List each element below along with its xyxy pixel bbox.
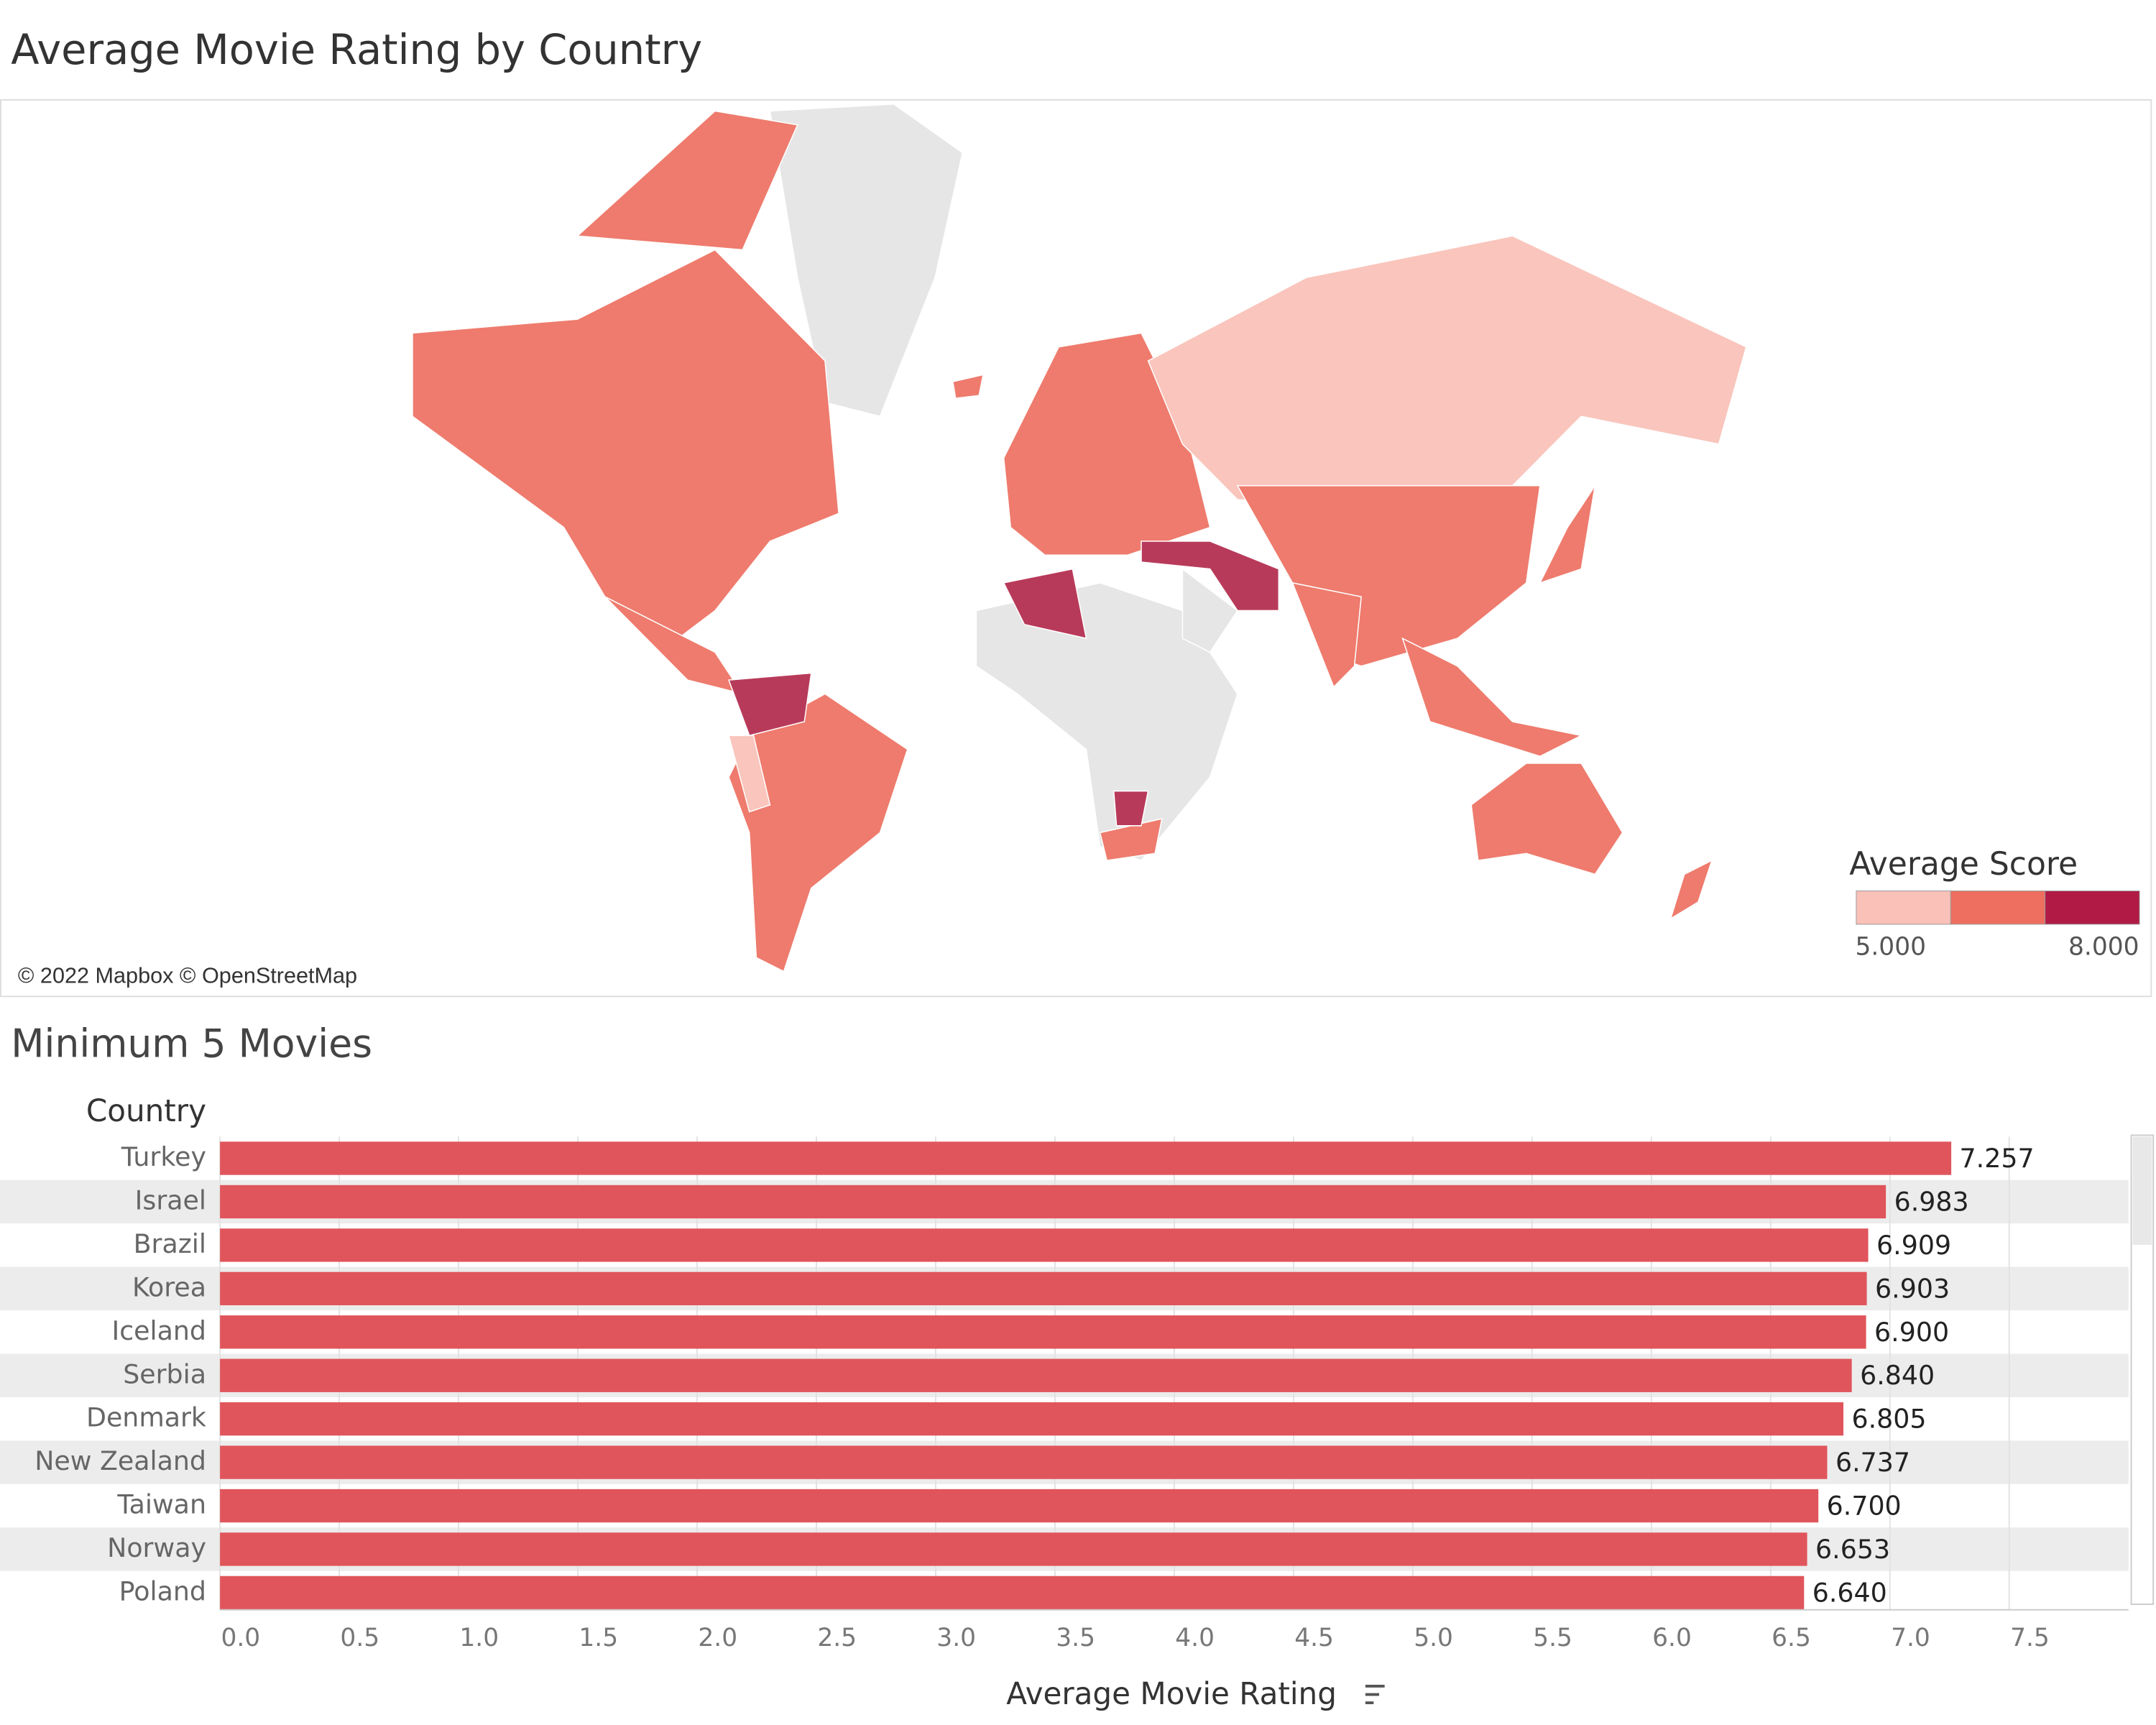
value-label: 6.900	[1874, 1317, 1949, 1348]
country	[1669, 859, 1713, 920]
map	[412, 104, 1747, 972]
country	[975, 582, 1238, 862]
bar	[220, 1532, 1807, 1566]
y-tick-label: Poland	[119, 1576, 206, 1606]
y-tick-label: New Zealand	[34, 1445, 206, 1476]
legend-swatch	[2045, 891, 2140, 925]
country	[1539, 485, 1596, 584]
y-axis-title: Country	[86, 1093, 206, 1128]
x-tick-label: 0.5	[340, 1624, 379, 1652]
country	[1003, 568, 1087, 640]
x-tick-label: 6.5	[1772, 1624, 1811, 1652]
legend-swatch	[1950, 891, 2046, 925]
y-tick-label: Taiwan	[116, 1489, 206, 1519]
x-tick-label: 3.5	[1056, 1624, 1095, 1652]
country	[1147, 235, 1747, 515]
country	[952, 374, 984, 399]
x-tick-label: 5.5	[1533, 1624, 1572, 1652]
y-tick-label: Korea	[132, 1271, 206, 1302]
country	[1003, 332, 1211, 556]
legend: 5.000 8.000	[1855, 891, 2140, 961]
country	[727, 672, 812, 737]
y-tick-label: Serbia	[123, 1358, 206, 1389]
country	[1291, 581, 1362, 689]
y-tick-label: Iceland	[111, 1315, 206, 1346]
x-tick-label: 2.5	[817, 1624, 857, 1652]
map-title: Average Movie Rating by Country	[11, 25, 702, 74]
x-tick-label: 4.5	[1294, 1624, 1334, 1652]
country	[1141, 540, 1280, 612]
x-tick-label: 7.5	[2010, 1624, 2050, 1652]
legend-title: Average Score	[1849, 846, 2078, 883]
x-tick-label: 7.0	[1891, 1624, 1930, 1652]
legend-tick-label: 8.000	[2068, 932, 2139, 961]
value-label: 6.700	[1827, 1490, 1902, 1521]
value-label: 7.257	[1960, 1143, 2035, 1174]
value-label: 6.737	[1835, 1447, 1910, 1478]
value-label: 6.805	[1852, 1403, 1927, 1434]
legend-swatch	[1856, 891, 1951, 925]
country	[576, 110, 798, 251]
country	[1112, 790, 1149, 827]
sort-icon	[1365, 1685, 1385, 1705]
value-label: 6.653	[1815, 1534, 1890, 1565]
bar	[220, 1576, 1805, 1610]
x-tick-label: 1.0	[459, 1624, 499, 1652]
bar-title: Minimum 5 Movies	[11, 1021, 372, 1066]
attribution: © 2022 Mapbox © OpenStreetMap	[18, 962, 357, 988]
x-tick-label: 3.0	[936, 1624, 976, 1652]
x-tick-label: 1.5	[579, 1624, 618, 1652]
attribution-box	[11, 962, 391, 993]
country	[1470, 763, 1623, 875]
bar-chart: 0.0 0.5 1.0 1.5 2.0 2.5 3.0 3.5 4.0 4.5 5.0 5.5 6.0 6…	[0, 1136, 2129, 1652]
bar	[220, 1489, 1819, 1523]
bar	[220, 1402, 1844, 1436]
y-tick-label: Denmark	[86, 1402, 207, 1433]
country	[1401, 637, 1583, 758]
country	[728, 735, 771, 813]
bar	[220, 1228, 1869, 1262]
bar	[220, 1315, 1866, 1349]
value-label: 6.840	[1860, 1360, 1935, 1391]
country	[728, 693, 908, 972]
x-tick-label: 2.0	[698, 1624, 737, 1652]
bar	[220, 1141, 1952, 1175]
bar	[220, 1271, 1867, 1306]
country	[412, 249, 839, 653]
value-label: 6.903	[1875, 1273, 1950, 1304]
x-tick-label: 6.0	[1652, 1624, 1692, 1652]
bar	[220, 1358, 1852, 1392]
y-tick-label: Turkey	[121, 1141, 206, 1172]
y-tick-label: Brazil	[134, 1228, 206, 1259]
scrollbar-thumb	[2132, 1136, 2152, 1245]
legend-tick-label: 5.000	[1855, 932, 1926, 961]
bar	[220, 1445, 1828, 1479]
country	[1181, 568, 1238, 653]
value-label: 6.640	[1812, 1577, 1887, 1608]
y-tick-label: Norway	[107, 1532, 206, 1563]
x-tick-label: 4.0	[1175, 1624, 1215, 1652]
x-tick-label: 0.0	[221, 1624, 260, 1652]
x-tick-label: 5.0	[1414, 1624, 1453, 1652]
bar	[220, 1184, 1886, 1219]
x-axis-title: Average Movie Rating	[1006, 1676, 1337, 1711]
value-label: 6.983	[1894, 1186, 1969, 1217]
value-label: 6.909	[1876, 1230, 1951, 1261]
y-tick-label: Israel	[135, 1184, 206, 1215]
country	[769, 104, 964, 418]
